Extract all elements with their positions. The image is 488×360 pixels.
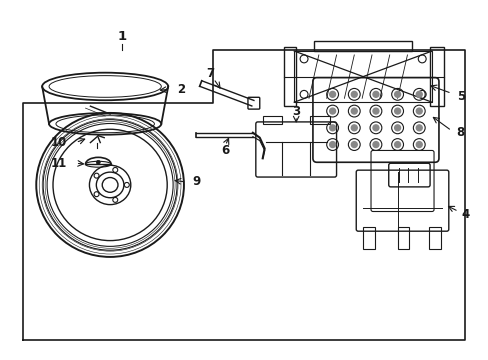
Bar (428, 227, 440, 249)
Bar (262, 116, 282, 124)
Circle shape (394, 141, 400, 148)
Text: 11: 11 (51, 157, 67, 170)
Circle shape (394, 108, 400, 114)
Text: 8: 8 (456, 126, 464, 139)
Text: 10: 10 (51, 136, 67, 149)
Bar (429, 47, 443, 106)
Text: 1: 1 (117, 30, 126, 43)
Circle shape (329, 108, 335, 114)
Bar (397, 227, 408, 249)
Circle shape (350, 108, 357, 114)
Circle shape (350, 125, 357, 131)
Bar (363, 227, 374, 249)
Circle shape (415, 125, 421, 131)
Bar (313, 41, 411, 51)
Bar (284, 47, 296, 106)
Text: 6: 6 (221, 144, 229, 157)
Circle shape (415, 141, 421, 148)
Text: 7: 7 (206, 67, 214, 80)
Text: 2: 2 (177, 83, 185, 96)
Text: 4: 4 (461, 208, 469, 221)
Circle shape (372, 141, 378, 148)
Circle shape (372, 125, 378, 131)
Circle shape (372, 91, 378, 97)
Circle shape (329, 125, 335, 131)
Bar (309, 116, 329, 124)
Circle shape (350, 141, 357, 148)
Circle shape (329, 91, 335, 97)
Bar (294, 51, 431, 102)
Circle shape (372, 108, 378, 114)
Text: 9: 9 (192, 175, 201, 189)
Circle shape (415, 108, 421, 114)
Circle shape (96, 160, 100, 164)
Circle shape (394, 125, 400, 131)
Circle shape (415, 91, 421, 97)
Circle shape (329, 141, 335, 148)
Circle shape (394, 91, 400, 97)
Circle shape (350, 91, 357, 97)
Text: 3: 3 (291, 105, 300, 118)
Text: 5: 5 (456, 90, 464, 103)
